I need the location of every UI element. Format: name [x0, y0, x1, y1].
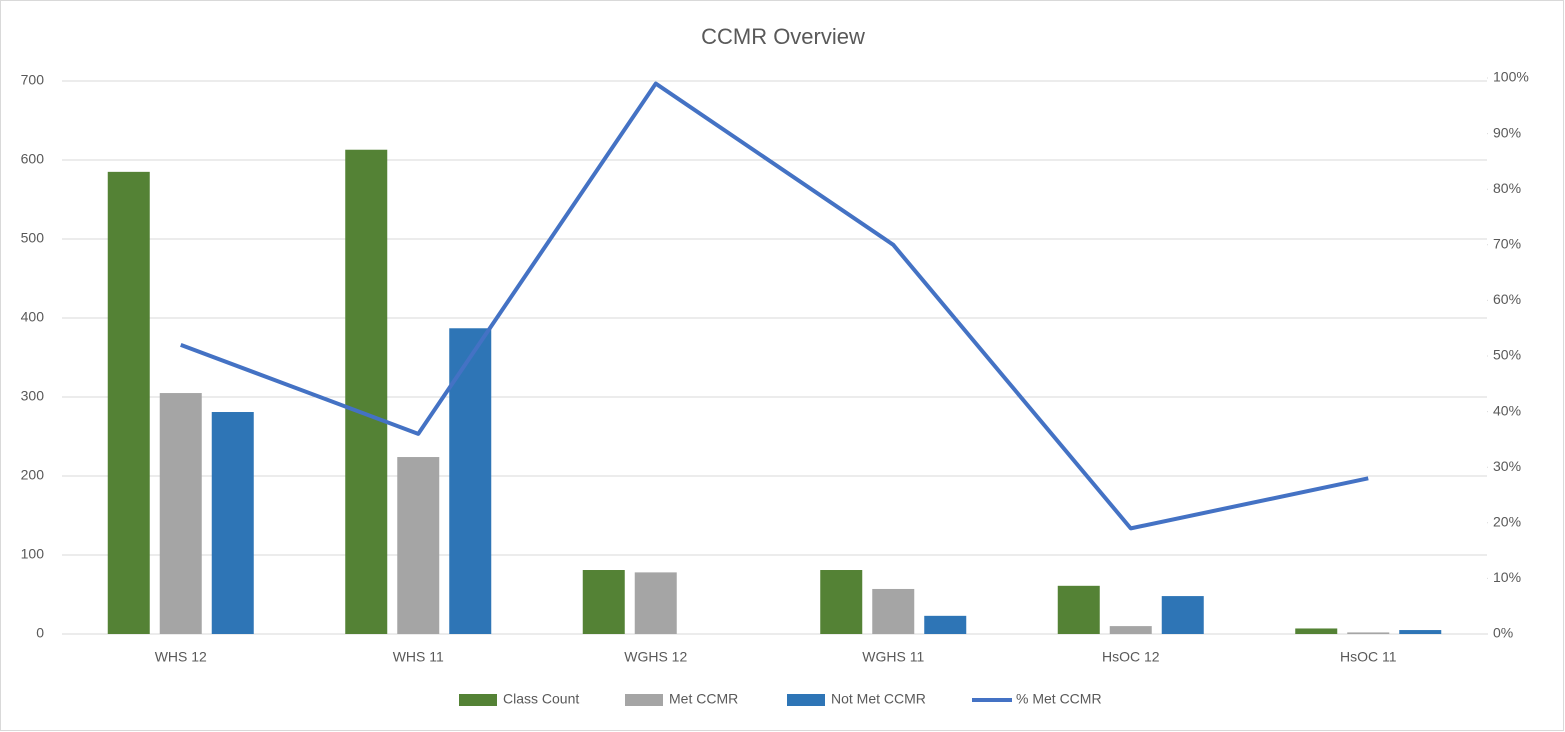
y2-tick-label: 80%: [1493, 180, 1521, 196]
y-tick-label: 300: [21, 388, 45, 404]
y2-tick-label: 70%: [1493, 236, 1521, 252]
x-tick-label: HsOC 11: [1340, 649, 1397, 665]
legend-swatch: [787, 694, 825, 706]
y2-tick-label: 40%: [1493, 402, 1521, 418]
y-tick-label: 500: [21, 230, 45, 246]
legend-label: Not Met CCMR: [831, 691, 926, 707]
legend-label: Class Count: [503, 691, 579, 707]
y-tick-label: 100: [21, 546, 45, 562]
x-tick-label: HsOC 12: [1102, 649, 1160, 665]
bar: [159, 393, 202, 634]
bar: [924, 615, 967, 634]
y2-tick-label: 20%: [1493, 514, 1521, 530]
y-tick-label: 600: [21, 151, 45, 167]
legend-label: % Met CCMR: [1016, 691, 1102, 707]
y2-tick-label: 60%: [1493, 291, 1521, 307]
x-tick-label: WGHS 12: [624, 649, 687, 665]
bar: [1295, 628, 1338, 634]
x-tick-label: WHS 11: [393, 649, 444, 665]
bar: [345, 149, 388, 635]
y2-tick-label: 90%: [1493, 124, 1521, 140]
bar: [397, 457, 440, 634]
x-tick-label: WHS 12: [155, 649, 207, 665]
y-tick-label: 200: [21, 467, 45, 483]
chart-title: CCMR Overview: [701, 24, 865, 49]
legend-swatch: [625, 694, 663, 706]
y-tick-label: 700: [21, 72, 45, 88]
y2-tick-label: 10%: [1493, 569, 1521, 585]
bar: [1057, 585, 1100, 634]
bar: [449, 328, 492, 634]
legend-swatch: [459, 694, 497, 706]
line-series: [180, 81, 1369, 531]
bar: [820, 570, 863, 634]
bar: [1109, 626, 1152, 634]
bar: [872, 588, 915, 634]
bar: [1161, 596, 1204, 634]
x-tick-label: WGHS 11: [862, 649, 924, 665]
bar: [1399, 630, 1442, 634]
legend-label: Met CCMR: [669, 691, 738, 707]
y2-tick-label: 50%: [1493, 347, 1521, 363]
bar: [107, 171, 150, 634]
bar: [211, 412, 254, 634]
bar: [582, 570, 625, 634]
y-tick-label: 0: [36, 625, 44, 641]
bar: [1347, 632, 1390, 634]
y2-tick-label: 100%: [1493, 69, 1529, 85]
y2-tick-label: 0%: [1493, 625, 1513, 641]
bar: [634, 572, 677, 634]
y-tick-label: 400: [21, 309, 45, 325]
y2-tick-label: 30%: [1493, 458, 1521, 474]
